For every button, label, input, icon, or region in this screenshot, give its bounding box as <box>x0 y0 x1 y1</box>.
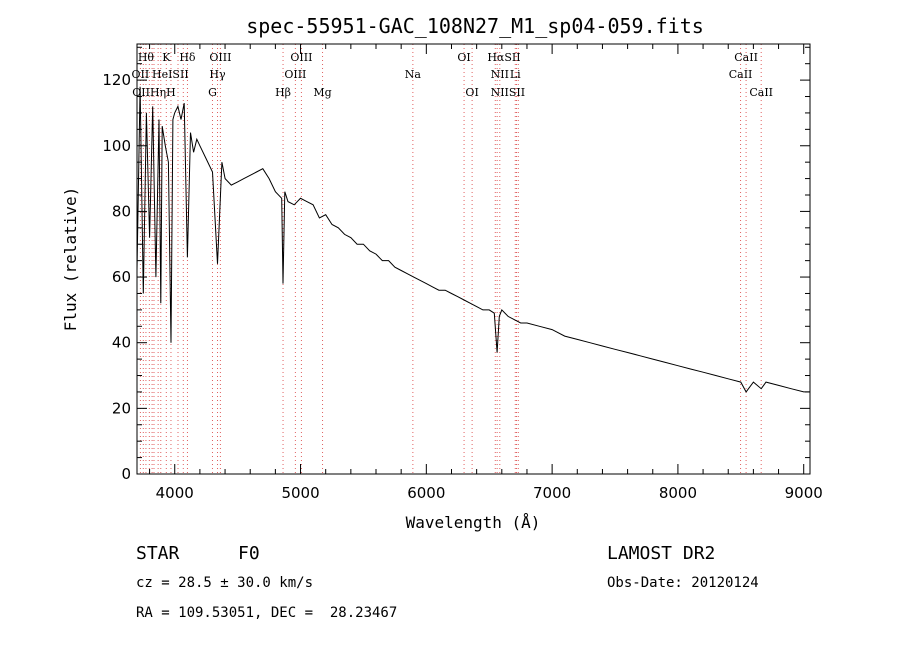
object-class: STAR <box>136 543 180 564</box>
line-label: OIII <box>209 51 231 64</box>
line-label: Hγ <box>209 68 226 81</box>
line-label: Hδ <box>179 51 196 64</box>
line-label: Hθ <box>138 51 155 64</box>
survey-name: LAMOST DR2 <box>607 543 716 564</box>
line-label: NII <box>491 68 509 81</box>
x-tick-label: 4000 <box>156 484 194 502</box>
chart-title: spec-55951-GAC_108N27_M1_sp04-059.fits <box>246 14 704 38</box>
line-label: OIII <box>290 51 312 64</box>
y-axis-label: Flux (relative) <box>61 187 80 332</box>
line-label: CaII <box>734 51 758 64</box>
obs-date-text: Obs-Date: 20120124 <box>607 575 759 591</box>
spectral-subclass: F0 <box>238 543 260 564</box>
spectral-line-labels: Hθ K Hδ OIII OIII OI HαSII CaII OII HeISII Hγ OIII N… <box>132 51 773 99</box>
coordinates-text: RA = 109.53051, DEC = 28.23467 <box>136 605 398 621</box>
y-tick-label: 0 <box>121 465 131 483</box>
y-tick-label: 40 <box>112 334 131 352</box>
line-label: Na <box>405 68 422 81</box>
x-tick-label: 9000 <box>785 484 823 502</box>
line-label: OII <box>132 68 150 81</box>
line-label: G <box>208 86 217 99</box>
line-label: CaII <box>749 86 773 99</box>
x-tick-label: 7000 <box>533 484 571 502</box>
y-tick-label: 60 <box>112 268 131 286</box>
x-axis: 4000 5000 6000 7000 8000 9000 <box>149 44 823 502</box>
y-tick-label: 20 <box>112 399 131 417</box>
x-tick-label: 8000 <box>659 484 697 502</box>
line-label: OIIHηH <box>132 86 175 99</box>
line-label: OI <box>457 51 470 64</box>
line-label: Mg <box>313 86 331 99</box>
redshift-text: cz = 28.5 ± 30.0 km/s <box>136 575 314 591</box>
x-tick-label: 6000 <box>407 484 445 502</box>
y-tick-label: 100 <box>102 137 131 155</box>
x-axis-label: Wavelength (Å) <box>406 513 541 532</box>
line-label: K <box>162 51 171 64</box>
line-label: HαSII <box>487 51 520 64</box>
spectrum-line <box>136 86 810 393</box>
spectral-line-markers <box>139 44 762 474</box>
line-label: NIISII <box>491 86 526 99</box>
line-label: OI <box>465 86 478 99</box>
line-label: Li <box>510 68 521 81</box>
line-label: Hβ <box>275 86 291 99</box>
plot-frame <box>136 43 811 475</box>
y-tick-label: 80 <box>112 202 131 220</box>
x-tick-label: 5000 <box>281 484 319 502</box>
y-tick-label: 120 <box>102 71 131 89</box>
line-label: HeISII <box>152 68 189 81</box>
y-axis: 0 20 40 60 80 100 120 <box>102 46 810 483</box>
line-label: OIII <box>284 68 306 81</box>
line-label: CaII <box>729 68 753 81</box>
spectrum-series <box>136 86 810 393</box>
